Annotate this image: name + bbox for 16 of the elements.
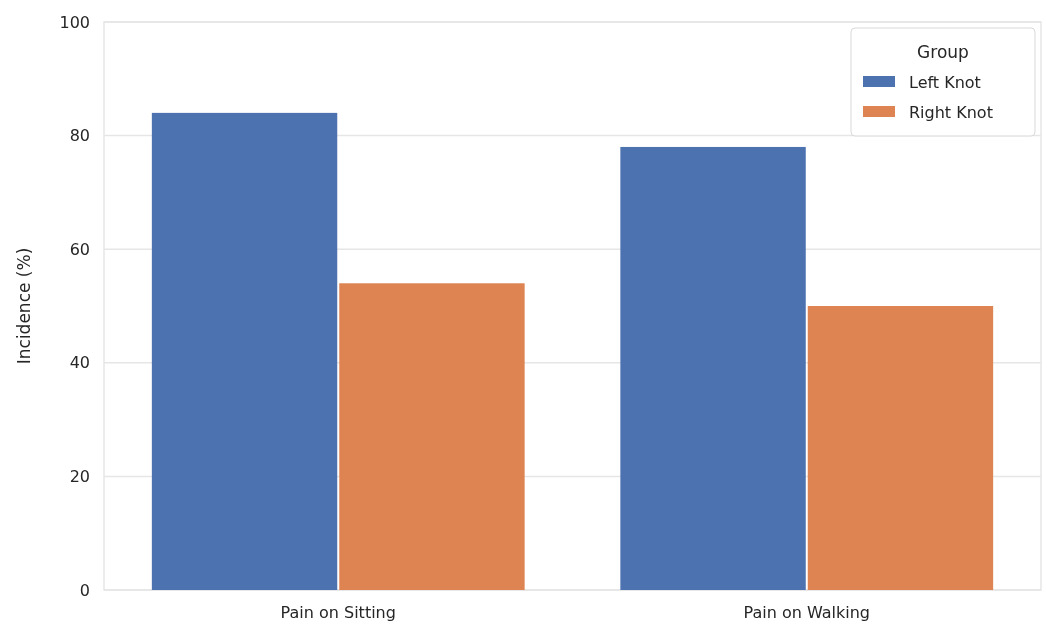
y-tick-label: 0 [79, 580, 90, 600]
legend-label: Right Knot [909, 102, 993, 122]
x-tick-label: Pain on Walking [743, 603, 870, 622]
y-tick-label: 80 [69, 126, 90, 146]
legend-label: Left Knot [909, 72, 981, 92]
bar [339, 283, 525, 590]
y-tick-label: 60 [69, 239, 90, 259]
y-tick-label: 40 [69, 353, 90, 373]
x-tick-label: Pain on Sitting [280, 603, 396, 622]
legend-title: Group [917, 42, 969, 62]
y-axis-title: Incidence (%) [14, 247, 34, 365]
y-tick-label: 20 [69, 466, 90, 486]
bar [807, 306, 994, 590]
y-tick-label: 100 [59, 12, 90, 32]
bar [151, 112, 338, 590]
bar [620, 146, 806, 590]
